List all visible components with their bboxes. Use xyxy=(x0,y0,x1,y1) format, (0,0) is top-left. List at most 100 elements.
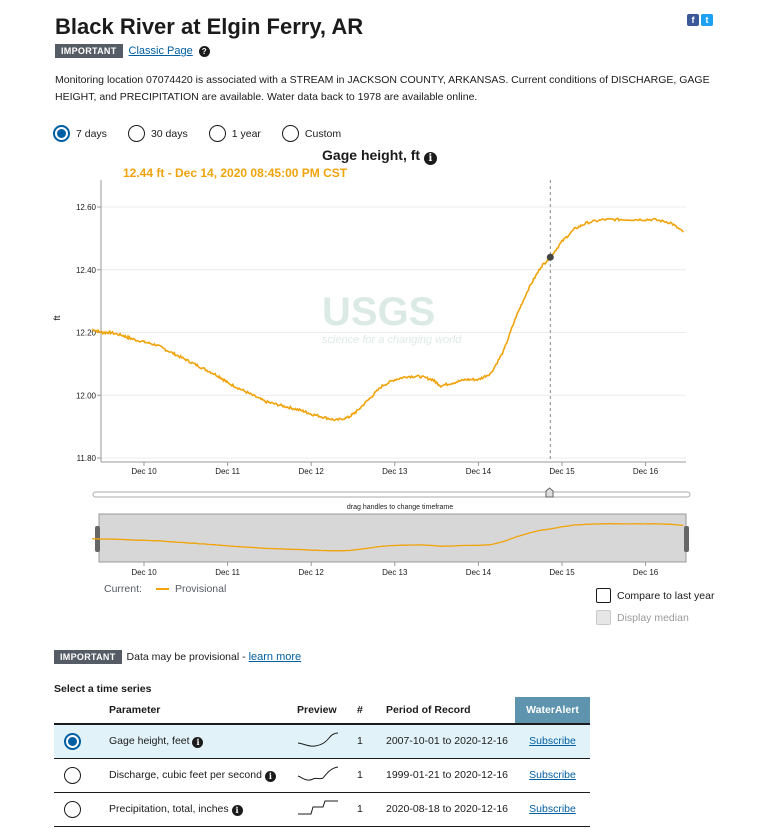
info-icon[interactable]: i xyxy=(231,804,243,816)
brush-tick-label: Dec 10 xyxy=(131,568,157,577)
brush-series-line xyxy=(92,522,684,552)
radio-7-days-label: 7 days xyxy=(76,127,107,140)
brush-slider-handle xyxy=(545,487,554,498)
compare-label: Compare to last year xyxy=(617,589,715,602)
subscribe-link[interactable]: Subscribe xyxy=(529,769,576,781)
count-header: # xyxy=(357,697,386,725)
table-row-gage-height[interactable]: Gage height, feet i 1 2007-10-01 to 2020… xyxy=(54,724,590,759)
subscribe-link[interactable]: Subscribe xyxy=(529,803,576,815)
row-count: 1 xyxy=(357,792,386,827)
subscribe-link[interactable]: Subscribe xyxy=(529,735,576,748)
brush-tick-label: Dec 13 xyxy=(382,568,408,577)
info-icon[interactable]: i xyxy=(423,152,437,165)
parameter-header: Parameter xyxy=(109,697,297,725)
question-circle-icon[interactable]: ? xyxy=(198,45,210,57)
compare-last-year-option[interactable]: Compare to last year xyxy=(596,588,714,603)
radio-1-year-label: 1 year xyxy=(231,127,261,140)
row-radio-gage-height[interactable] xyxy=(64,732,81,750)
preview-sparkline-discharge xyxy=(297,766,339,781)
radio-custom-label: Custom xyxy=(304,127,342,140)
legend-swatch xyxy=(155,588,169,590)
time-span-selector: 7 days 30 days 1 year Custom xyxy=(53,125,362,142)
radio-7-days[interactable]: 7 days xyxy=(53,125,107,142)
drag-hint: drag handles to change timeframe xyxy=(347,504,453,511)
y-tick-label: 12.00 xyxy=(76,391,97,400)
graph-title: Gage height, ft i xyxy=(0,147,759,165)
radio-30-days-label: 30 days xyxy=(150,127,188,140)
x-ticks: Dec 10 Dec 11 Dec 12 Dec 13 Dec 14 Dec 15 Dec … xyxy=(131,462,659,476)
location-description: Monitoring location 07074420 is associat… xyxy=(55,74,710,103)
notice-text: Data may be provisional - xyxy=(126,651,246,663)
info-icon[interactable]: i xyxy=(264,770,276,782)
row-count: 1 xyxy=(357,724,386,759)
x-tick-label: Dec 13 xyxy=(382,467,408,476)
info-icon[interactable]: i xyxy=(192,736,204,748)
row-radio-precipitation[interactable] xyxy=(64,800,81,818)
wateralert-header: WaterAlert xyxy=(515,697,590,725)
row-period: 2020-08-18 to 2020-12-16 xyxy=(386,792,515,827)
facebook-icon[interactable]: f xyxy=(687,14,699,26)
radio-custom-circle[interactable] xyxy=(281,125,299,142)
x-tick-label: Dec 11 xyxy=(215,467,240,476)
brush-tick-label: Dec 14 xyxy=(466,568,492,577)
brush-tick-label: Dec 11 xyxy=(215,568,240,577)
learn-more-link[interactable]: learn more xyxy=(248,651,302,663)
display-median-option: Display median xyxy=(596,610,689,625)
hover-tooltip: 12.44 ft - Dec 14, 2020 08:45:00 PM CST xyxy=(123,166,348,180)
brush-tick-label: Dec 15 xyxy=(549,568,575,577)
median-label: Display median xyxy=(617,611,689,624)
parameter-discharge: Discharge, cubic feet per second xyxy=(109,768,262,781)
x-tick-label: Dec 15 xyxy=(549,467,575,476)
watermark-main: USGS xyxy=(322,290,435,334)
radio-30-days[interactable]: 30 days xyxy=(127,125,188,142)
table-header-row: Parameter Preview # Period of Record Wat… xyxy=(54,697,590,725)
radio-1-year[interactable]: 1 year xyxy=(208,125,261,142)
time-series-table: Parameter Preview # Period of Record Wat… xyxy=(54,697,590,827)
row-count: 1 xyxy=(357,758,386,793)
radio-7-days-circle[interactable] xyxy=(53,125,70,142)
hover-point xyxy=(546,253,554,261)
important-badge: IMPORTANT xyxy=(55,44,123,58)
brush-x-ticks: Dec 10 Dec 11 Dec 12 Dec 13 Dec 14 Dec 15 Dec … xyxy=(131,562,659,577)
gage-height-series-line xyxy=(92,217,684,422)
classic-page-link[interactable]: Classic Page xyxy=(128,45,193,57)
row-period: 1999-01-21 to 2020-12-16 xyxy=(386,758,515,793)
y-tick-label: 12.40 xyxy=(76,266,97,275)
x-tick-label: Dec 14 xyxy=(466,467,492,476)
table-row-precipitation[interactable]: Precipitation, total, inches i 1 2020-08… xyxy=(54,792,590,827)
y-tick-label: 11.80 xyxy=(77,454,97,463)
brush-slider-track xyxy=(92,491,691,498)
radio-custom[interactable]: Custom xyxy=(281,125,342,142)
compare-checkbox[interactable] xyxy=(596,588,611,603)
radio-header xyxy=(54,697,109,725)
row-radio-discharge[interactable] xyxy=(64,766,81,784)
brush-handle-right xyxy=(684,526,689,552)
chart-legend: Current: Provisional xyxy=(104,583,226,595)
important-row: IMPORTANT Classic Page ? xyxy=(55,44,210,58)
select-time-series-label: Select a time series xyxy=(54,683,152,695)
x-tick-label: Dec 12 xyxy=(299,467,325,476)
gage-height-chart[interactable]: USGS science for a changing world 11.80 1… xyxy=(0,0,759,600)
watermark-sub: science for a changing world xyxy=(322,334,462,346)
important-badge-2: IMPORTANT xyxy=(54,650,122,664)
parameter-precipitation: Precipitation, total, inches xyxy=(109,802,229,815)
page-title: Black River at Elgin Ferry, AR xyxy=(55,14,364,39)
provisional-notice: IMPORTANT Data may be provisional - lear… xyxy=(54,650,301,664)
median-checkbox xyxy=(596,610,611,625)
brush-panel xyxy=(98,513,687,563)
table-row-discharge[interactable]: Discharge, cubic feet per second i 1 199… xyxy=(54,758,590,793)
preview-sparkline-precip xyxy=(298,800,338,814)
twitter-icon[interactable]: t xyxy=(701,14,713,26)
x-tick-label: Dec 10 xyxy=(131,467,157,476)
x-tick-label: Dec 16 xyxy=(633,467,659,476)
y-tick-label: 12.60 xyxy=(76,203,97,212)
radio-30-days-circle[interactable] xyxy=(127,125,145,142)
chart-grid xyxy=(101,206,686,459)
preview-header: Preview xyxy=(297,697,357,725)
usgs-watermark: USGS science for a changing world xyxy=(322,290,462,346)
preview-sparkline-gage xyxy=(297,732,339,747)
period-header: Period of Record xyxy=(386,697,515,725)
social-share: f t xyxy=(687,14,713,26)
graph-title-text: Gage height, ft xyxy=(322,147,421,163)
radio-1-year-circle[interactable] xyxy=(208,125,226,142)
